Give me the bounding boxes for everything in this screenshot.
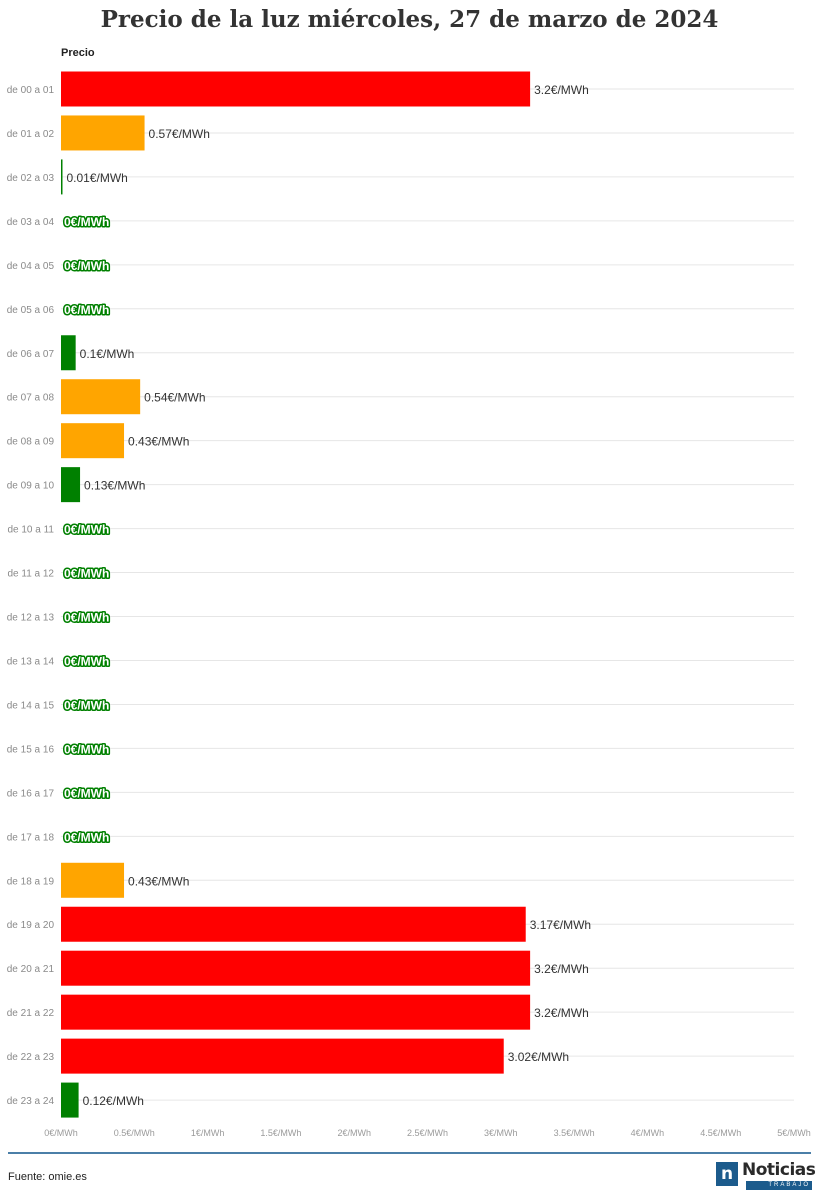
logo-name: Noticias bbox=[742, 1160, 816, 1180]
bar bbox=[61, 467, 81, 503]
data-label: 0€/MWh bbox=[64, 654, 109, 668]
bar bbox=[61, 71, 531, 107]
data-label: 0.1€/MWh bbox=[80, 347, 135, 361]
source-note: Fuente: omie.es bbox=[8, 1171, 87, 1183]
x-tick-label: 3€/MWh bbox=[484, 1128, 518, 1138]
category-label: de 14 a 15 bbox=[7, 700, 55, 711]
bar bbox=[61, 862, 125, 898]
data-label: 0.57€/MWh bbox=[149, 127, 210, 141]
category-label: de 06 a 07 bbox=[7, 349, 55, 360]
category-label: de 21 a 22 bbox=[7, 1008, 55, 1019]
bar bbox=[61, 115, 145, 151]
category-label: de 10 a 11 bbox=[7, 525, 54, 536]
bar bbox=[61, 335, 76, 371]
category-label: de 23 a 24 bbox=[7, 1096, 55, 1107]
category-label: de 18 a 19 bbox=[7, 876, 55, 887]
data-label: 0.43€/MWh bbox=[128, 435, 189, 449]
category-label: de 15 a 16 bbox=[7, 744, 55, 755]
x-tick-label: 3.5€/MWh bbox=[554, 1128, 595, 1138]
x-tick-label: 1€/MWh bbox=[191, 1128, 225, 1138]
bar bbox=[61, 950, 531, 986]
bar bbox=[61, 423, 125, 459]
bar bbox=[61, 906, 526, 942]
series-label: Precio bbox=[61, 47, 95, 59]
data-label: 0€/MWh bbox=[64, 303, 109, 317]
bar bbox=[61, 159, 63, 195]
category-label: de 16 a 17 bbox=[7, 788, 55, 799]
data-label: 3.2€/MWh bbox=[534, 962, 589, 976]
category-label: de 09 a 10 bbox=[7, 481, 55, 492]
category-label: de 12 a 13 bbox=[7, 613, 55, 624]
category-label: de 04 a 05 bbox=[7, 261, 55, 272]
data-label: 0€/MWh bbox=[64, 567, 109, 581]
x-tick-label: 5€/MWh bbox=[777, 1128, 811, 1138]
data-label: 0€/MWh bbox=[64, 830, 109, 844]
data-label: 0€/MWh bbox=[64, 523, 109, 537]
x-tick-label: 2.5€/MWh bbox=[407, 1128, 448, 1138]
data-label: 3.02€/MWh bbox=[508, 1050, 569, 1064]
bar-chart: de 00 a 01 de 01 a 02 de 02 a 03 de 03 a 04… bbox=[7, 71, 811, 1138]
noticias-trabajo-logo: n Noticias TRABAJO bbox=[716, 1160, 816, 1190]
category-label: de 20 a 21 bbox=[7, 964, 55, 975]
data-label: 3.2€/MWh bbox=[534, 1006, 589, 1020]
category-label: de 07 a 08 bbox=[7, 393, 55, 404]
bar bbox=[61, 1082, 79, 1118]
data-label: 0.01€/MWh bbox=[66, 171, 127, 185]
data-label: 0€/MWh bbox=[64, 698, 109, 712]
category-label: de 03 a 04 bbox=[7, 217, 55, 228]
category-label: de 19 a 20 bbox=[7, 920, 55, 931]
data-label: 3.2€/MWh bbox=[534, 83, 589, 97]
category-label: de 22 a 23 bbox=[7, 1052, 55, 1063]
category-label: de 05 a 06 bbox=[7, 305, 55, 316]
bar bbox=[61, 379, 141, 415]
x-tick-label: 4.5€/MWh bbox=[700, 1128, 741, 1138]
x-tick-label: 1.5€/MWh bbox=[260, 1128, 301, 1138]
footer-divider bbox=[8, 1152, 811, 1154]
x-tick-label: 0€/MWh bbox=[44, 1128, 78, 1138]
category-label: de 17 a 18 bbox=[7, 832, 55, 843]
data-label: 3.17€/MWh bbox=[530, 918, 591, 932]
x-tick-label: 0.5€/MWh bbox=[114, 1128, 155, 1138]
category-label: de 08 a 09 bbox=[7, 437, 55, 448]
data-label: 0€/MWh bbox=[64, 786, 109, 800]
category-label: de 00 a 01 bbox=[7, 85, 55, 96]
data-label: 0€/MWh bbox=[64, 215, 109, 229]
data-label: 0.13€/MWh bbox=[84, 479, 145, 493]
bar bbox=[61, 1038, 504, 1074]
chart-title: Precio de la luz miércoles, 27 de marzo … bbox=[100, 6, 719, 33]
data-label: 0.12€/MWh bbox=[83, 1094, 144, 1108]
x-tick-label: 4€/MWh bbox=[631, 1128, 665, 1138]
logo-mark: n bbox=[716, 1162, 738, 1186]
data-label: 0€/MWh bbox=[64, 259, 109, 273]
logo-sub: TRABAJO bbox=[746, 1181, 812, 1190]
bar bbox=[61, 994, 531, 1030]
x-tick-label: 2€/MWh bbox=[337, 1128, 371, 1138]
data-label: 0.54€/MWh bbox=[144, 391, 205, 405]
data-label: 0.43€/MWh bbox=[128, 874, 189, 888]
data-label: 0€/MWh bbox=[64, 742, 109, 756]
category-label: de 11 a 12 bbox=[7, 569, 54, 580]
data-label: 0€/MWh bbox=[64, 611, 109, 625]
category-label: de 13 a 14 bbox=[7, 656, 55, 667]
category-label: de 01 a 02 bbox=[7, 129, 55, 140]
category-label: de 02 a 03 bbox=[7, 173, 55, 184]
